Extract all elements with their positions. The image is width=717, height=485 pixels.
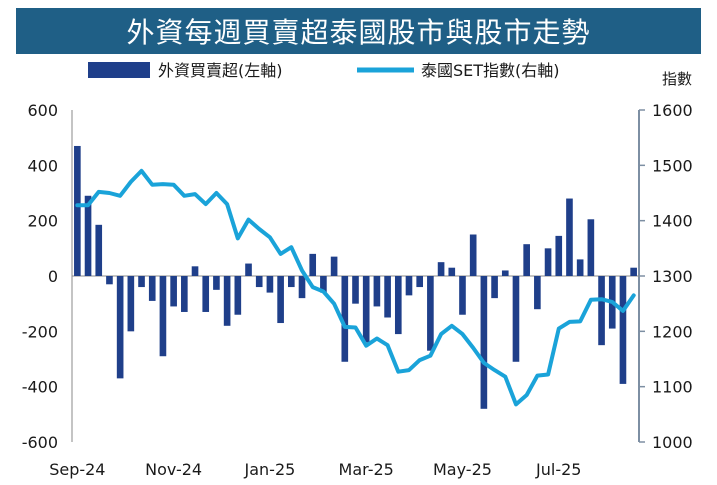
bar xyxy=(266,276,274,293)
bar xyxy=(74,145,81,276)
bar xyxy=(598,276,605,346)
bar xyxy=(459,276,466,315)
bar xyxy=(362,276,370,343)
bar xyxy=(427,276,434,351)
bar xyxy=(576,259,584,276)
legend-label-line: 泰國SET指數(右軸) xyxy=(421,61,560,80)
right-tick-label: 1500 xyxy=(652,156,693,175)
bar xyxy=(501,270,509,276)
bar xyxy=(512,276,520,362)
right-tick-label: 1100 xyxy=(652,378,693,397)
bar xyxy=(384,276,391,318)
bar xyxy=(223,276,231,326)
right-axis-title: 指數 xyxy=(662,70,692,88)
bar xyxy=(245,263,252,276)
bar xyxy=(544,248,552,276)
bar xyxy=(469,234,477,276)
bar xyxy=(202,276,210,312)
bar xyxy=(106,276,113,285)
left-tick-label: 400 xyxy=(27,156,58,175)
bar xyxy=(277,276,284,324)
bar xyxy=(255,276,263,288)
bar xyxy=(630,267,637,276)
bar xyxy=(170,276,177,307)
bar xyxy=(116,276,124,379)
bar xyxy=(394,276,402,335)
bar xyxy=(448,267,456,276)
bar xyxy=(95,224,103,276)
legend-label-bars: 外資買賣超(左軸) xyxy=(158,61,283,80)
bar xyxy=(480,276,488,409)
x-tick-label: Nov-24 xyxy=(145,460,202,479)
x-tick-label: Jan-25 xyxy=(244,460,296,479)
bar xyxy=(309,253,317,276)
bar xyxy=(491,276,498,299)
bar xyxy=(619,276,627,384)
left-tick-label: 200 xyxy=(27,212,58,231)
bar xyxy=(330,256,338,276)
bar xyxy=(320,276,327,293)
bar xyxy=(523,244,530,276)
left-tick-label: -200 xyxy=(22,322,58,341)
right-tick-label: 1000 xyxy=(652,433,693,452)
bar xyxy=(341,276,349,362)
x-tick-label: Jul-25 xyxy=(535,460,581,479)
left-tick-label: -400 xyxy=(22,378,58,397)
bar xyxy=(138,276,145,288)
bar xyxy=(555,235,563,276)
bar xyxy=(159,276,167,357)
chart-title: 外資每週買賣超泰國股市與股市走勢 xyxy=(16,8,701,54)
bar xyxy=(587,219,595,276)
right-tick-label: 1200 xyxy=(652,322,693,341)
x-tick-label: Sep-24 xyxy=(49,460,105,479)
bar xyxy=(566,198,573,276)
bar xyxy=(437,262,445,276)
left-tick-label: -600 xyxy=(22,433,58,452)
bar xyxy=(416,276,424,288)
bar xyxy=(127,276,135,332)
bar xyxy=(373,276,381,307)
bar xyxy=(181,276,188,312)
x-tick-label: Mar-25 xyxy=(339,460,394,479)
right-tick-label: 1400 xyxy=(652,212,693,231)
right-tick-label: 1300 xyxy=(652,267,693,286)
x-tick-label: May-25 xyxy=(433,460,492,479)
bar xyxy=(213,276,220,290)
bar xyxy=(352,276,359,304)
bar xyxy=(191,266,199,276)
bar xyxy=(287,276,295,288)
bar xyxy=(84,195,92,276)
left-tick-label: 600 xyxy=(27,101,58,120)
set-index-line xyxy=(75,168,636,407)
bar xyxy=(148,276,156,301)
bar xyxy=(534,276,541,310)
bar xyxy=(405,276,413,296)
right-tick-label: 1600 xyxy=(652,101,693,120)
left-tick-label: 0 xyxy=(48,267,58,286)
bar xyxy=(298,276,306,299)
legend-swatch-bars xyxy=(88,62,150,78)
bar xyxy=(234,276,242,315)
